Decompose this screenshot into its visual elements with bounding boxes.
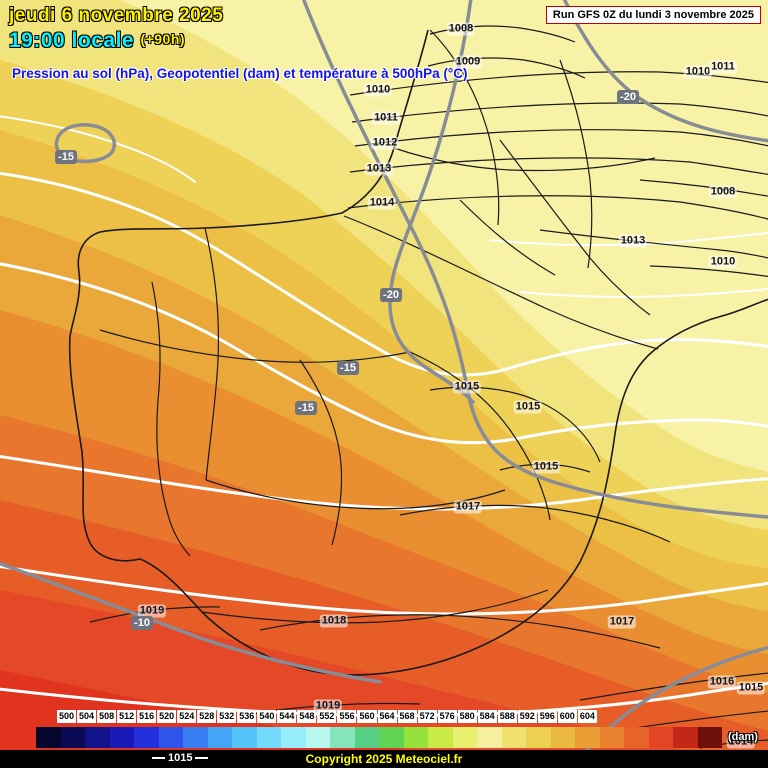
legend-color-cell <box>648 727 673 748</box>
isobar-dash-left <box>152 757 165 759</box>
legend-value: 544 <box>277 710 297 723</box>
legend-value: 596 <box>537 710 557 723</box>
isotherm-contours <box>0 115 768 718</box>
legend-color-cell <box>85 727 110 748</box>
legend-color-cell <box>183 727 208 748</box>
legend-color-cell <box>379 727 404 748</box>
forecast-date: jeudi 6 novembre 2025 <box>9 5 224 26</box>
legend-color-cell <box>550 727 575 748</box>
legend-color-cell <box>158 727 183 748</box>
legend-color-cell <box>109 727 134 748</box>
copyright-text: Copyright 2025 Meteociel.fr <box>305 752 463 766</box>
legend-color-cell <box>281 727 306 748</box>
legend-value: 548 <box>297 710 317 723</box>
legend-color-cell <box>575 727 600 748</box>
legend-value: 564 <box>377 710 397 723</box>
legend-color-cell <box>599 727 624 748</box>
legend-unit-label: (dam) <box>728 731 758 743</box>
legend-value: 604 <box>577 710 597 723</box>
legend-value: 524 <box>177 710 197 723</box>
legend-value: 528 <box>197 710 217 723</box>
legend-value: 576 <box>437 710 457 723</box>
legend-value: 572 <box>417 710 437 723</box>
legend-value: 584 <box>477 710 497 723</box>
legend-color-cell <box>428 727 453 748</box>
legend-value: 532 <box>217 710 237 723</box>
isobar-label-overlay: 1015 <box>152 752 209 764</box>
legend-colorbar <box>36 727 722 748</box>
legend-value: 508 <box>97 710 117 723</box>
legend-value: 520 <box>157 710 177 723</box>
legend-color-cell <box>330 727 355 748</box>
legend-color-cell <box>673 727 698 748</box>
model-run-info: Run GFS 0Z du lundi 3 novembre 2025 <box>545 6 761 24</box>
legend-values-row: 500 504 508 512 516 520 524 528 532 536 540 544 548 5… <box>57 710 597 723</box>
legend-value: 568 <box>397 710 417 723</box>
legend-value: 536 <box>237 710 257 723</box>
legend-color-cell <box>232 727 257 748</box>
forecast-time-value: 19:00 locale <box>9 29 135 52</box>
legend-value: 516 <box>137 710 157 723</box>
forecast-time: 19:00 locale (+90h) <box>9 29 185 53</box>
legend-color-cell <box>134 727 159 748</box>
map-parameters-subtitle: Pression au sol (hPa), Geopotentiel (dam… <box>12 66 468 81</box>
isobar-dash-right <box>195 757 209 759</box>
legend-color-cell <box>452 727 477 748</box>
legend-value: 512 <box>117 710 137 723</box>
legend-color-cell <box>501 727 526 748</box>
legend-color-cell <box>697 727 722 748</box>
legend-value: 588 <box>497 710 517 723</box>
copyright-bar: Copyright 2025 Meteociel.fr 1015 <box>0 750 768 768</box>
legend-color-cell <box>403 727 428 748</box>
legend-color-cell <box>526 727 551 748</box>
legend-value: 580 <box>457 710 477 723</box>
legend-value: 556 <box>337 710 357 723</box>
legend-value: 500 <box>57 710 77 723</box>
legend-color-cell <box>207 727 232 748</box>
legend-color-cell <box>305 727 330 748</box>
legend-value: 540 <box>257 710 277 723</box>
legend-color-cell <box>36 727 61 748</box>
legend-value: 504 <box>77 710 97 723</box>
legend-color-cell <box>60 727 85 748</box>
legend-value: 600 <box>557 710 577 723</box>
legend-color-cell <box>354 727 379 748</box>
coastlines-and-isobars <box>68 25 768 749</box>
legend-color-cell <box>256 727 281 748</box>
legend-value: 560 <box>357 710 377 723</box>
legend-color-cell <box>624 727 649 748</box>
forecast-run-offset: (+90h) <box>140 31 186 47</box>
legend-value: 592 <box>517 710 537 723</box>
isobar-label-value: 1015 <box>168 752 193 764</box>
legend-value: 552 <box>317 710 337 723</box>
legend-color-cell <box>477 727 502 748</box>
